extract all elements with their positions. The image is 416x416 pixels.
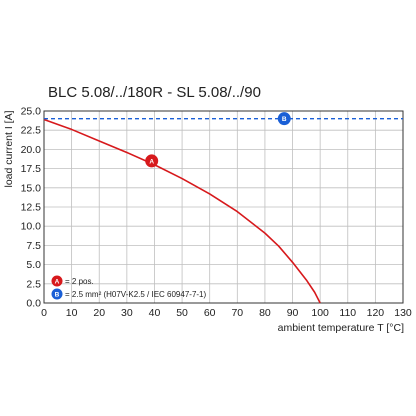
x-tick-label: 70 <box>231 307 243 319</box>
tick-layer: 0 10 20 30 40 50 60 70 80 90 100 110 120 130 0.0 2.5 5.0… <box>21 106 412 320</box>
legend-marker-b <box>51 288 63 300</box>
x-tick-label: 90 <box>287 307 299 319</box>
legend-marker-label: A <box>55 278 60 285</box>
y-tick-label: 20.0 <box>21 144 42 156</box>
y-tick-label: 5.0 <box>26 259 41 271</box>
plot-frame <box>43 110 404 304</box>
x-tick-label: 0 <box>41 307 47 319</box>
series-marker-label: B <box>282 116 287 123</box>
legend: A = 2 pos. B = 2.5 mm² (H07V-K2.5 / IEC 609… <box>51 275 207 300</box>
chart-title: BLC 5.08/../180R - SL 5.08/../90 <box>48 84 261 101</box>
y-tick-label: 0.0 <box>26 298 41 310</box>
y-tick-label: 10.0 <box>21 221 42 233</box>
grid-layer <box>43 110 404 304</box>
x-tick-label: 120 <box>367 307 385 319</box>
series-marker-label: A <box>149 158 154 165</box>
y-tick-label: 2.5 <box>26 278 41 290</box>
x-tick-label: 40 <box>149 307 161 319</box>
x-tick-label: 10 <box>66 307 78 319</box>
legend-marker-label: B <box>55 291 60 298</box>
x-tick-label: 100 <box>311 307 329 319</box>
y-tick-label: 7.5 <box>26 240 41 252</box>
x-axis-label: ambient temperature T [°C] <box>278 322 404 334</box>
y-tick-label: 22.5 <box>21 125 42 137</box>
x-tick-label: 30 <box>121 307 133 319</box>
x-tick-label: 80 <box>259 307 271 319</box>
y-tick-label: 17.5 <box>21 163 42 175</box>
y-tick-label: 15.0 <box>21 182 42 194</box>
series-marker-b <box>277 112 291 126</box>
x-tick-label: 130 <box>394 307 412 319</box>
x-tick-label: 20 <box>93 307 105 319</box>
y-axis-label: load current I [A] <box>3 110 15 187</box>
data-layer: AB <box>43 112 403 304</box>
y-tick-label: 12.5 <box>21 202 42 214</box>
series-line-a <box>43 118 321 304</box>
x-tick-label: 50 <box>176 307 188 319</box>
series-marker-a <box>145 154 159 168</box>
legend-entry-text: = 2.5 mm² (H07V-K2.5 / IEC 60947-7-1) <box>65 290 207 299</box>
y-tick-label: 25.0 <box>21 106 42 118</box>
legend-marker-a <box>51 275 63 287</box>
legend-entry-text: = 2 pos. <box>65 277 94 286</box>
x-tick-label: 60 <box>204 307 216 319</box>
x-tick-label: 110 <box>339 307 356 319</box>
